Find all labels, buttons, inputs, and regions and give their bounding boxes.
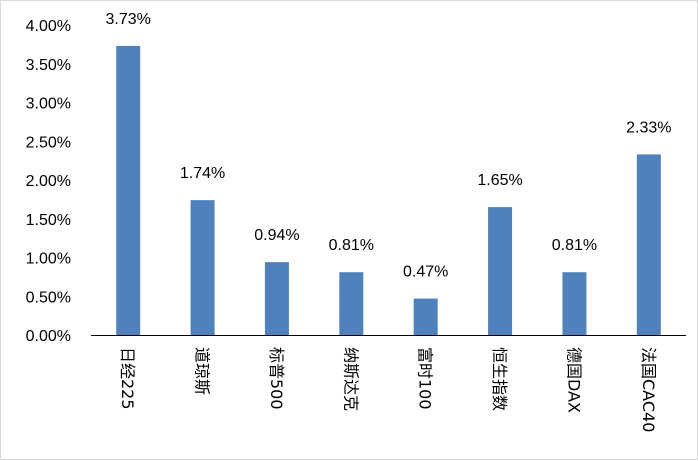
x-tick-label-7: 德国DAX — [564, 347, 583, 413]
data-label-5: 0.47% — [403, 264, 448, 281]
y-tick-label: 4.00% — [26, 18, 71, 35]
bar-8 — [636, 154, 661, 335]
bar-5 — [413, 298, 438, 335]
x-tick-label-6: 恒生指数 — [490, 347, 509, 411]
data-label-8: 2.33% — [626, 119, 671, 136]
bar-2 — [190, 200, 215, 335]
data-label-4: 0.81% — [329, 237, 374, 254]
y-tick-label: 0.00% — [26, 328, 71, 345]
x-tick-label-4: 纳斯达克 — [341, 347, 360, 411]
y-axis: 0.00% 0.50% 1.00% 1.50% 2.00% 2.50% 3.00% 3.50%… — [26, 18, 71, 345]
bar-7 — [562, 272, 587, 335]
y-tick-label: 0.50% — [26, 289, 71, 306]
data-label-3: 0.94% — [254, 227, 299, 244]
y-tick-label: 1.00% — [26, 251, 71, 268]
bar-1 — [116, 45, 141, 336]
bars — [116, 45, 661, 336]
x-axis: 日经225 道琼斯 标普500 纳斯达克 富时100 恒生指数 德国DAX 法国CAC40 — [118, 347, 658, 432]
bar-3 — [264, 262, 289, 335]
y-tick-label: 1.50% — [26, 212, 71, 229]
data-label-6: 1.65% — [477, 172, 522, 189]
data-label-7: 0.81% — [552, 237, 597, 254]
data-label-1: 3.73% — [106, 11, 151, 28]
bar-4 — [339, 272, 364, 335]
y-tick-label: 2.00% — [26, 173, 71, 190]
bar-6 — [488, 207, 513, 335]
x-tick-label-8: 法国CAC40 — [639, 347, 658, 432]
y-tick-label: 3.00% — [26, 96, 71, 113]
data-label-2: 1.74% — [180, 165, 225, 182]
x-tick-label-1: 日经225 — [118, 347, 137, 410]
y-tick-label: 3.50% — [26, 57, 71, 74]
data-labels: 3.73% 1.74% 0.94% 0.81% 0.47% 1.65% 0.81% 2.33% — [106, 11, 672, 281]
x-tick-label-3: 标普500 — [267, 347, 286, 410]
x-tick-label-2: 道琼斯 — [193, 347, 212, 395]
x-tick-label-5: 富时100 — [416, 347, 435, 410]
y-tick-label: 2.50% — [26, 134, 71, 151]
